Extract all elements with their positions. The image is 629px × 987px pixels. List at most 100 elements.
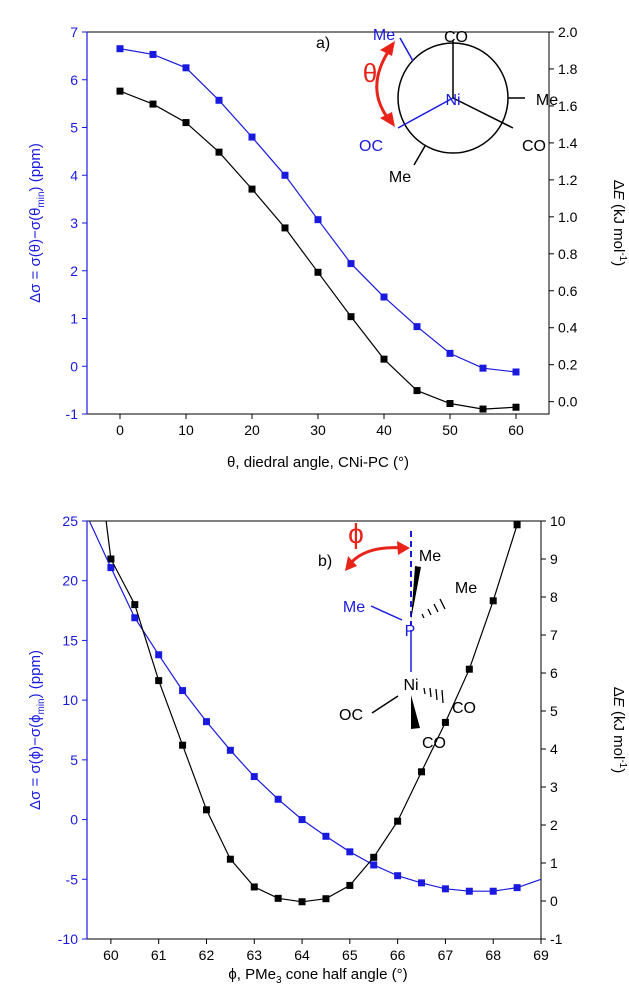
panel-a-shielding-series-point xyxy=(446,349,454,357)
bond-back-upleft xyxy=(399,37,414,62)
hash-p-me-right-2 xyxy=(427,608,432,616)
panel-b-shielding-series-point xyxy=(322,832,330,840)
panel-b-right-tick-label: -1 xyxy=(550,931,563,947)
panel-b-right-tick-label: 9 xyxy=(550,551,558,567)
bond-p-me-left xyxy=(370,605,403,621)
panel-b-x-tick-label: 64 xyxy=(294,947,310,963)
panel-b-x-tick-label: 68 xyxy=(485,947,501,963)
panel-b-x-label: ϕ, PMe3 cone half angle (°) xyxy=(228,966,407,986)
panel-b-right-y-label: ΔE (kJ mol-1) xyxy=(610,687,628,773)
panel-b-shielding-series-point xyxy=(489,887,497,895)
panel-b-left-tick-label: 20 xyxy=(62,573,78,589)
panel-a-x-tick-label: 40 xyxy=(376,422,392,438)
panel-a-right-tick-label: 2.0 xyxy=(558,24,578,40)
hash-p-me-right-1 xyxy=(421,613,425,619)
theta-symbol: θ xyxy=(363,58,377,88)
theta-arrowhead-bottom xyxy=(380,112,395,127)
inset-b-oc: OC xyxy=(339,707,363,724)
panel-a-x-ticks: 0 10 20 30 40 50 60 xyxy=(116,414,524,438)
panel-a-energy-series-point xyxy=(446,400,454,408)
panel-a-left-tick-label: 7 xyxy=(70,24,78,40)
panel-b-energy-series-point xyxy=(465,665,473,673)
panel-b-shielding-series-point xyxy=(418,879,426,887)
panel-a-x-tick-label: 60 xyxy=(508,422,524,438)
inset-b-ni: Ni xyxy=(403,677,418,694)
phi-arc xyxy=(347,546,405,566)
panel-b-energy-series-point xyxy=(513,521,521,529)
panel-a-left-tick-label: 6 xyxy=(70,72,78,88)
panel-b-left-tick-label: -5 xyxy=(66,871,79,887)
panel-a-shielding-series-point xyxy=(380,293,388,301)
panel-a-right-tick-label: 0.2 xyxy=(558,357,578,373)
panel-a-energy-series-point xyxy=(512,403,520,411)
panel-b-energy-series-point xyxy=(370,853,378,861)
inset-b-p: P xyxy=(405,623,416,640)
panel-a-shielding-series-point xyxy=(248,133,256,141)
panel-b-right-tick-label: 8 xyxy=(550,589,558,605)
panel-b-right-tick-label: 4 xyxy=(550,741,558,757)
panel-b-right-tick-label: 5 xyxy=(550,703,558,719)
panel-a-shielding-series-point xyxy=(512,368,520,376)
panel-a-inset: a) Me CO Me Ni OC CO Me θ xyxy=(316,27,558,186)
panel-b-left-tick-label: 15 xyxy=(62,632,78,648)
panel-a-energy-series-line xyxy=(119,90,517,410)
wedge-ni-co-bottom xyxy=(411,695,420,729)
hash-p-me-right-4 xyxy=(439,598,446,610)
panel-b-left-tick-label: 5 xyxy=(70,752,78,768)
panel-b-energy-series-point xyxy=(322,895,330,903)
inset-b-me-left: Me xyxy=(343,599,365,616)
phi-symbol: ϕ xyxy=(348,518,364,549)
panel-b-label: b) xyxy=(318,553,332,570)
panel-b-right-tick-label: 7 xyxy=(550,627,558,643)
panel-b-energy-series-point xyxy=(155,677,163,685)
panel-a-right-tick-label: 1.4 xyxy=(558,135,578,151)
panel-b-energy-series-extension-left xyxy=(105,520,112,560)
panel-b-energy-series-line xyxy=(110,524,518,903)
phi-arrowhead-left xyxy=(345,556,357,571)
panel-a-series xyxy=(116,45,520,413)
panel-b-x-ticks: 60 61 62 63 64 65 66 67 68 69 xyxy=(103,939,549,963)
panel-b-shielding-series-point xyxy=(298,816,306,824)
panel-a-left-tick-label: 0 xyxy=(70,358,78,374)
panel-a-left-tick-label: 3 xyxy=(70,215,78,231)
panel-a-energy-series-point xyxy=(248,185,256,193)
panel-b-right-tick-label: 0 xyxy=(550,893,558,909)
panel-a-right-ticks: 0.0 0.2 0.4 0.6 0.8 1.0 1.2 1.4 1.6 1.8 2.0 xyxy=(549,24,578,410)
inset-b-me-top: Me xyxy=(419,548,441,565)
panel-a-energy-series-point xyxy=(347,313,355,321)
panel-b-shielding-series-point xyxy=(346,848,354,856)
panel-a-x-tick-label: 10 xyxy=(178,422,194,438)
panel-b-shielding-series-point xyxy=(226,746,234,754)
bond-back-downleft xyxy=(413,145,426,166)
panel-a-shielding-series-point xyxy=(215,96,223,104)
inset-a-me-1: Me xyxy=(373,27,395,44)
panel-a-label: a) xyxy=(316,35,330,52)
panel-b-left-y-label: Δσ = σ(ϕ)−σ(ϕmin) (ppm) xyxy=(27,650,47,810)
panel-b-x-tick-label: 61 xyxy=(151,947,167,963)
panel-b-shielding-series-line xyxy=(110,567,518,892)
panel-a-x-label: θ, diedral angle, CNi-PC (°) xyxy=(227,454,409,471)
panel-a-energy-series-point xyxy=(182,119,190,127)
bond-front-right xyxy=(452,97,514,129)
panel-a-right-tick-label: 1.2 xyxy=(558,172,578,188)
panel-a-energy-series-point xyxy=(479,405,487,413)
panel-a-shielding-series-point xyxy=(347,260,355,268)
panel-a-shielding-series-point xyxy=(413,323,421,331)
panel-a-right-y-label: ΔE (kJ mol-1) xyxy=(610,180,628,266)
panel-a-left-tick-label: -1 xyxy=(66,406,79,422)
panel-b-shielding-series-point xyxy=(131,614,139,622)
panel-a-left-tick-label: 2 xyxy=(70,263,78,279)
panel-b-energy-series-point xyxy=(131,601,139,609)
panel-a-shielding-series-point xyxy=(149,50,157,58)
hash-ni-co-1 xyxy=(423,687,426,695)
bond-ni-oc xyxy=(371,695,399,714)
panel-a-energy-series-point xyxy=(116,87,124,95)
hash-ni-co-4 xyxy=(441,689,444,704)
hash-p-me-right-3 xyxy=(433,603,439,613)
panel-a-shielding-series-point xyxy=(479,364,487,372)
panel-b-shielding-series-point xyxy=(250,773,258,781)
wedge-p-me-top xyxy=(411,566,421,620)
panel-b-energy-series-point xyxy=(250,883,258,891)
inset-a-me-2: Me xyxy=(536,92,558,109)
